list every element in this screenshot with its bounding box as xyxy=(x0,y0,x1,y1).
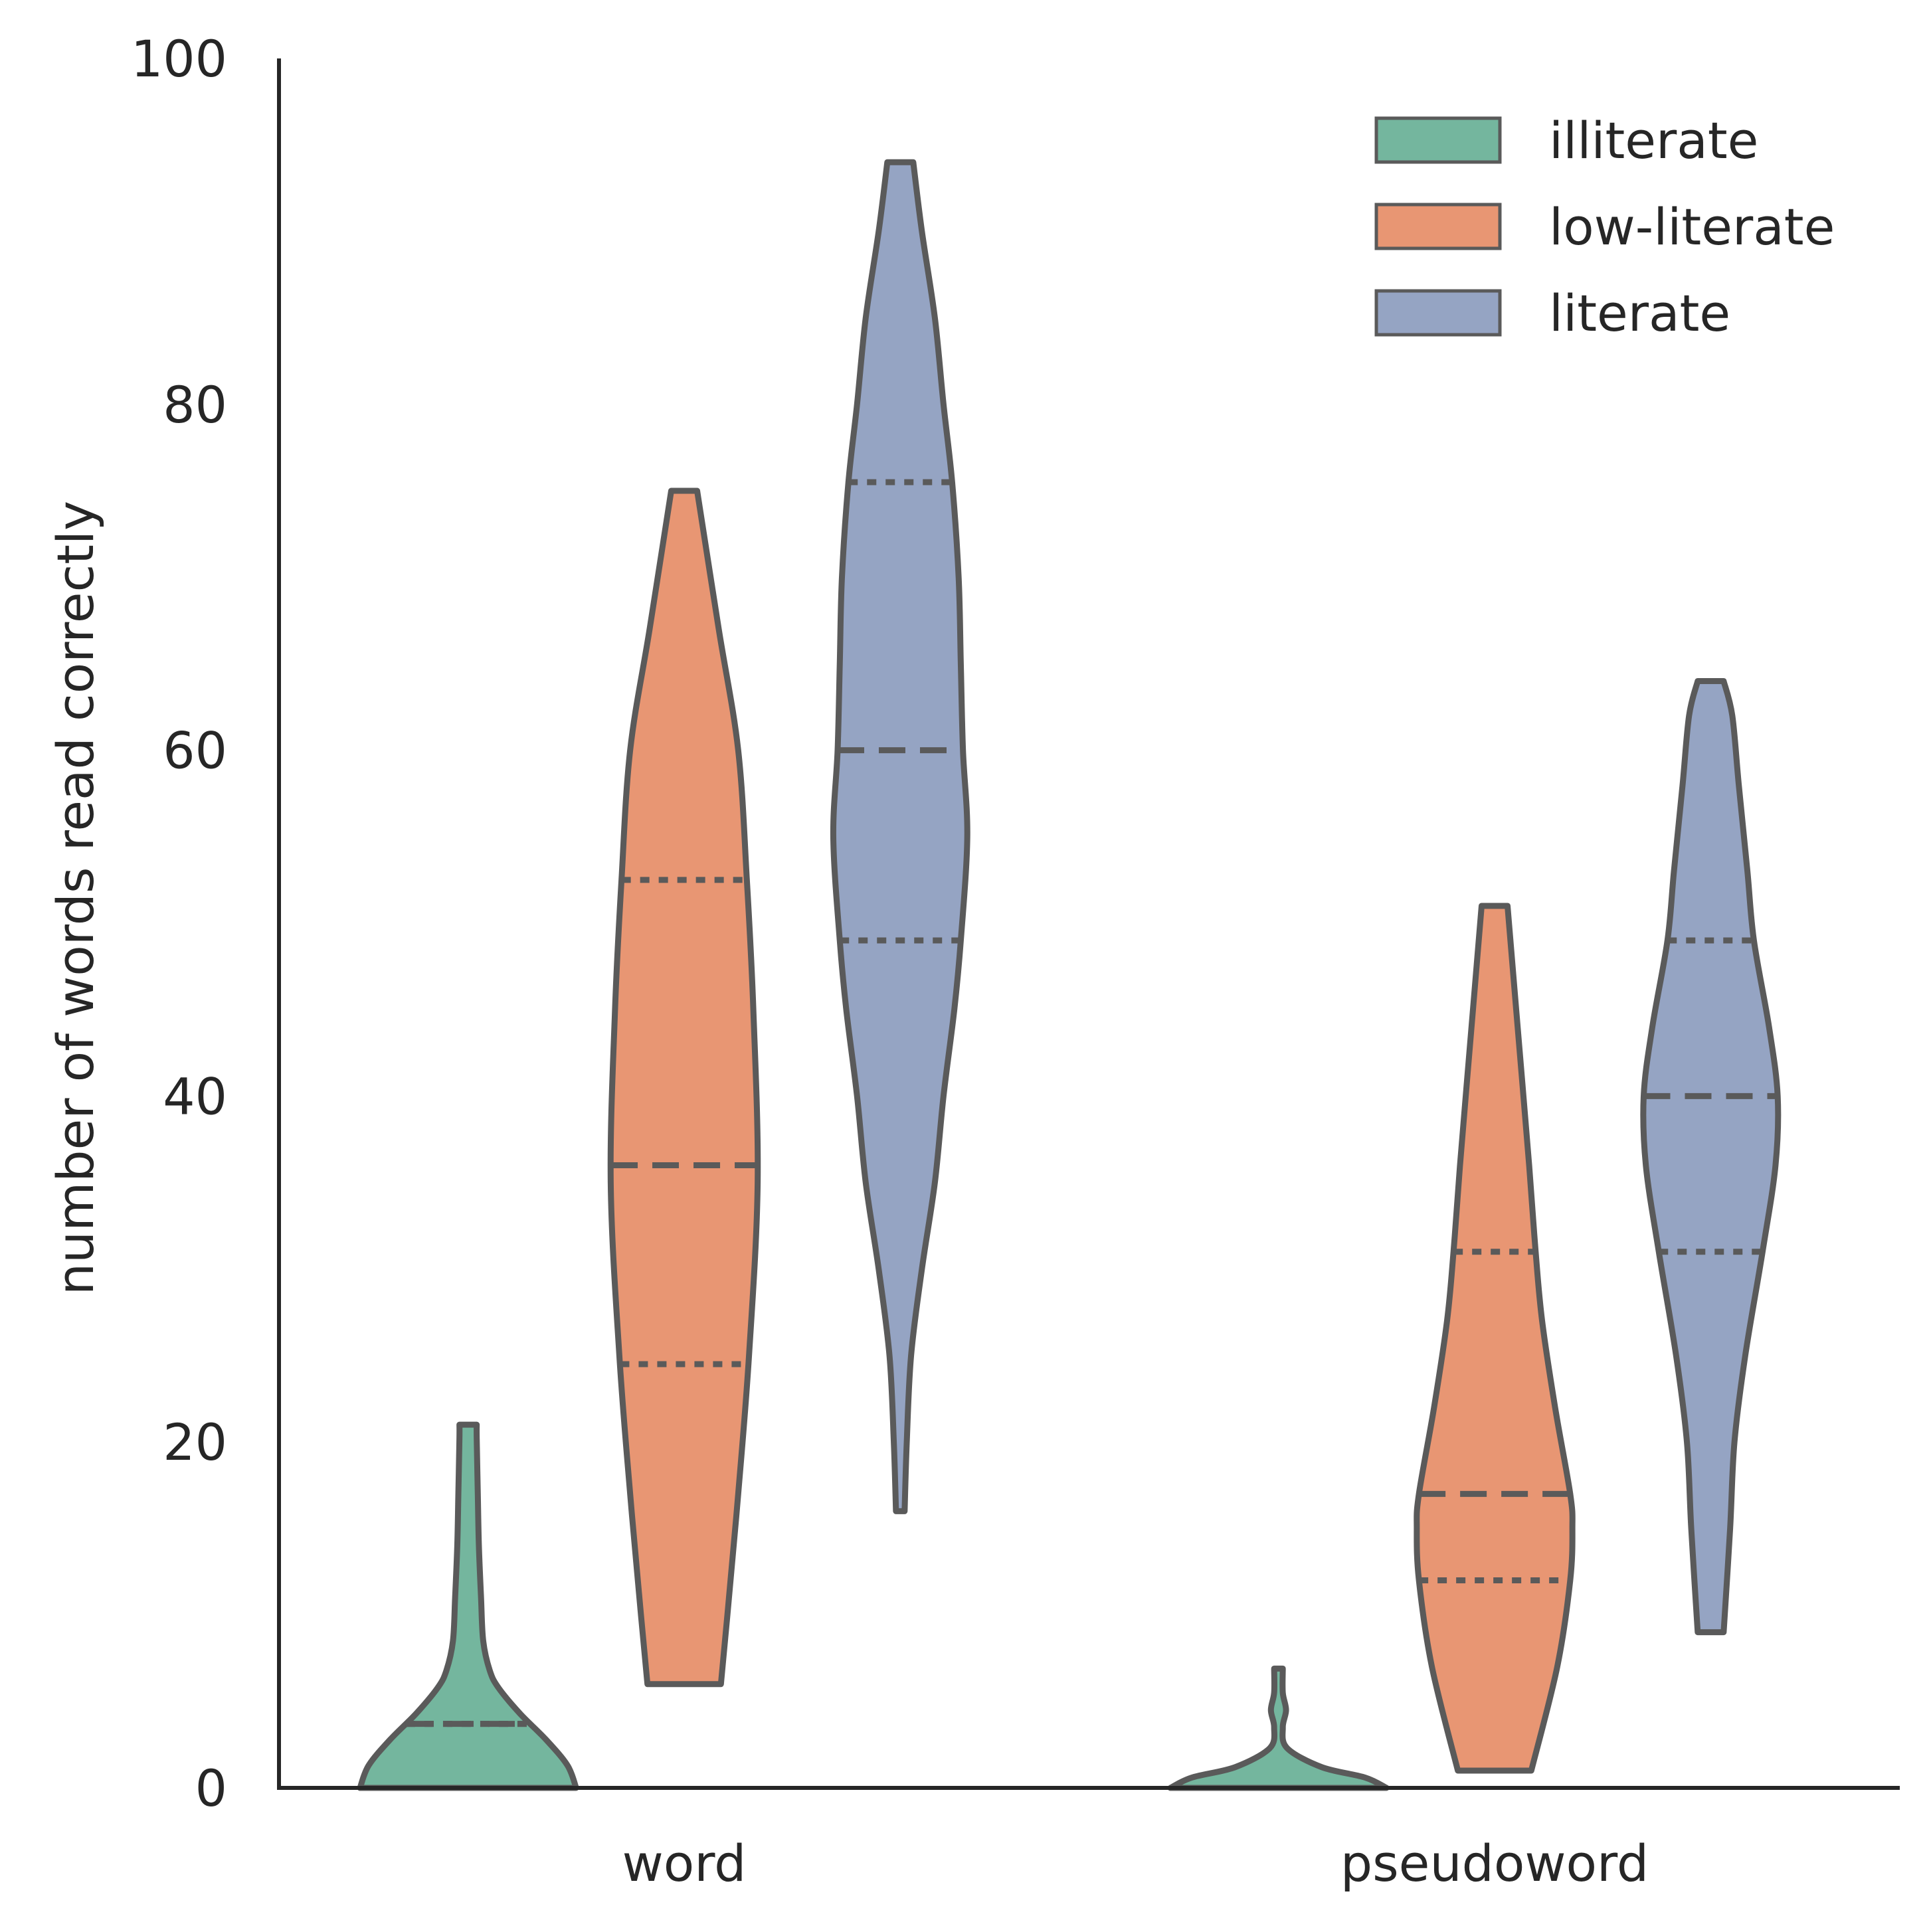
violin-literate-word-body xyxy=(830,159,970,1514)
violin-low-literate-word xyxy=(607,487,761,1688)
violins-layer xyxy=(357,159,1782,1791)
y-tick-label: 100 xyxy=(131,29,227,88)
violin-literate-pseudoword xyxy=(1640,677,1782,1636)
legend-swatch xyxy=(1374,289,1502,337)
y-tick-label: 40 xyxy=(163,1067,227,1126)
violin-literate-word xyxy=(830,159,970,1514)
y-tick-label: 60 xyxy=(163,721,227,780)
axes-layer: 0 20 40 60 80 100 word pseudoword xyxy=(131,29,1900,1893)
legend-label: literate xyxy=(1549,284,1730,343)
y-tick-label: 80 xyxy=(163,375,227,434)
legend-label: illiterate xyxy=(1549,111,1758,170)
violin-illiterate-pseudoword xyxy=(1167,1665,1390,1791)
legend: illiterate low-literate literate xyxy=(1374,111,1835,343)
violin-low-literate-pseudoword-body xyxy=(1414,903,1576,1774)
violin-literate-pseudoword-body xyxy=(1640,677,1782,1636)
y-axis-title: number of words read correctly xyxy=(46,501,105,1295)
violin-illiterate-word-body xyxy=(357,1421,579,1791)
legend-label: low-literate xyxy=(1549,197,1835,256)
violin-illiterate-word xyxy=(357,1421,579,1791)
x-tick-label: pseudoword xyxy=(1340,1834,1649,1893)
legend-item-low-literate: low-literate xyxy=(1374,197,1835,256)
legend-swatch xyxy=(1374,116,1502,164)
x-tick-label: word xyxy=(622,1834,747,1893)
y-tick-label: 20 xyxy=(163,1413,227,1472)
y-tick-label: 0 xyxy=(195,1759,227,1818)
legend-swatch xyxy=(1374,203,1502,250)
violin-illiterate-pseudoword-body xyxy=(1167,1665,1390,1791)
violin-low-literate-word-body xyxy=(607,487,761,1688)
violin-low-literate-pseudoword xyxy=(1414,903,1576,1774)
legend-item-literate: literate xyxy=(1374,284,1730,343)
legend-item-illiterate: illiterate xyxy=(1374,111,1758,170)
